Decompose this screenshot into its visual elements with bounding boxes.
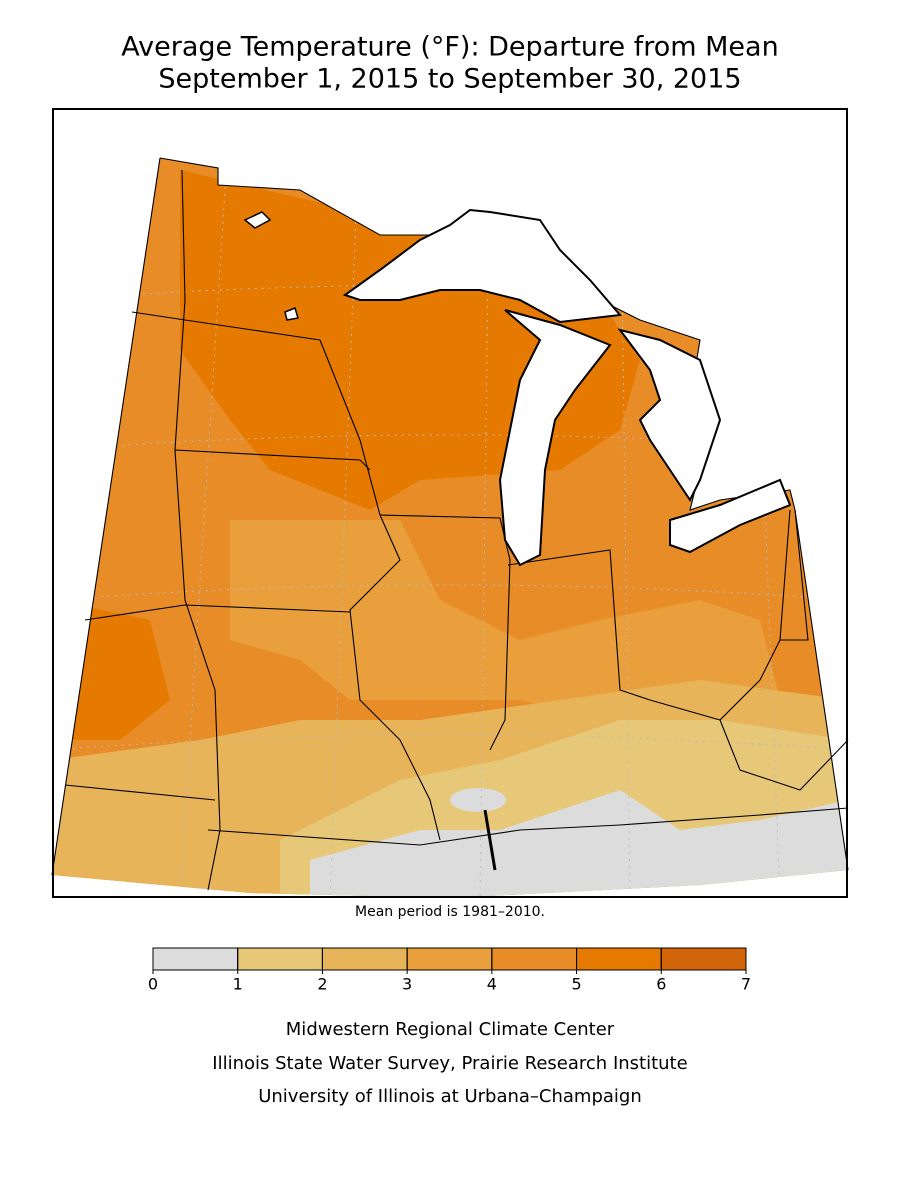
legend-tick-label: 0 (148, 975, 158, 994)
map-frame (52, 108, 848, 898)
legend-tick-label: 2 (317, 975, 327, 994)
legend-tick-label: 7 (741, 975, 751, 994)
title: Average Temperature (°F): Departure from… (121, 32, 778, 63)
lake-erie (669, 478, 792, 554)
lake-superior (342, 208, 622, 324)
legend-swatch (321, 947, 408, 971)
legend-tick-label: 6 (656, 975, 666, 994)
legend-swatch (406, 947, 493, 971)
lake-michigan (498, 309, 612, 567)
map (51, 108, 849, 898)
legend-swatch (660, 947, 747, 971)
legend: 0 1 2 3 4 5 6 7 (148, 947, 751, 994)
legend-swatch (152, 947, 239, 971)
legend-swatch (237, 947, 323, 971)
legend-tick-label: 1 (233, 975, 243, 994)
subtitle: September 1, 2015 to September 30, 2015 (158, 64, 741, 95)
note: Mean period is 1981–2010. (355, 904, 545, 920)
lake-huron (617, 328, 722, 502)
credit: University of Illinois at Urbana–Champai… (258, 1086, 642, 1107)
credit: Illinois State Water Survey, Prairie Res… (212, 1053, 687, 1074)
legend-tick-label: 5 (571, 975, 581, 994)
legend-swatch (491, 947, 578, 971)
legend-swatch (576, 947, 662, 971)
credit: Midwestern Regional Climate Center (286, 1019, 615, 1040)
legend-tick-label: 4 (487, 975, 497, 994)
legend-tick-label: 3 (402, 975, 412, 994)
